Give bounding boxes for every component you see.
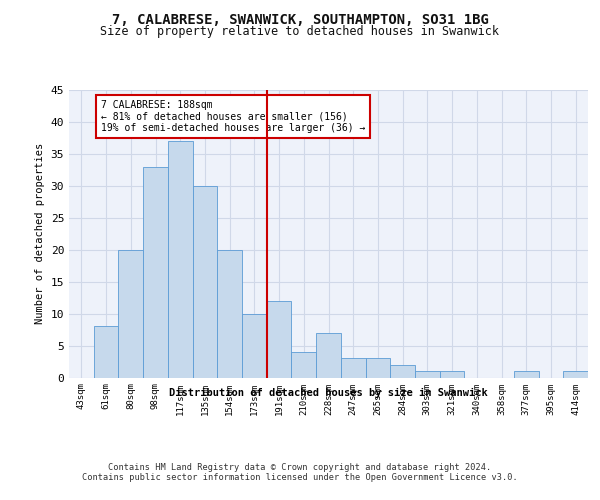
Bar [365, 358, 390, 378]
Bar [316, 333, 341, 378]
Bar [94, 326, 118, 378]
Bar [118, 250, 143, 378]
Bar [143, 166, 168, 378]
Bar [514, 371, 539, 378]
Bar [390, 364, 415, 378]
Bar [415, 371, 440, 378]
Text: Size of property relative to detached houses in Swanwick: Size of property relative to detached ho… [101, 25, 499, 38]
Bar [242, 314, 267, 378]
Bar [168, 141, 193, 378]
Bar [193, 186, 217, 378]
Text: Distribution of detached houses by size in Swanwick: Distribution of detached houses by size … [169, 388, 488, 398]
Text: Contains public sector information licensed under the Open Government Licence v3: Contains public sector information licen… [82, 472, 518, 482]
Bar [217, 250, 242, 378]
Bar [341, 358, 365, 378]
Bar [267, 301, 292, 378]
Bar [292, 352, 316, 378]
Bar [563, 371, 588, 378]
Bar [440, 371, 464, 378]
Y-axis label: Number of detached properties: Number of detached properties [35, 143, 45, 324]
Text: 7, CALABRESE, SWANWICK, SOUTHAMPTON, SO31 1BG: 7, CALABRESE, SWANWICK, SOUTHAMPTON, SO3… [112, 12, 488, 26]
Text: 7 CALABRESE: 188sqm
← 81% of detached houses are smaller (156)
19% of semi-detac: 7 CALABRESE: 188sqm ← 81% of detached ho… [101, 100, 365, 133]
Text: Contains HM Land Registry data © Crown copyright and database right 2024.: Contains HM Land Registry data © Crown c… [109, 462, 491, 471]
